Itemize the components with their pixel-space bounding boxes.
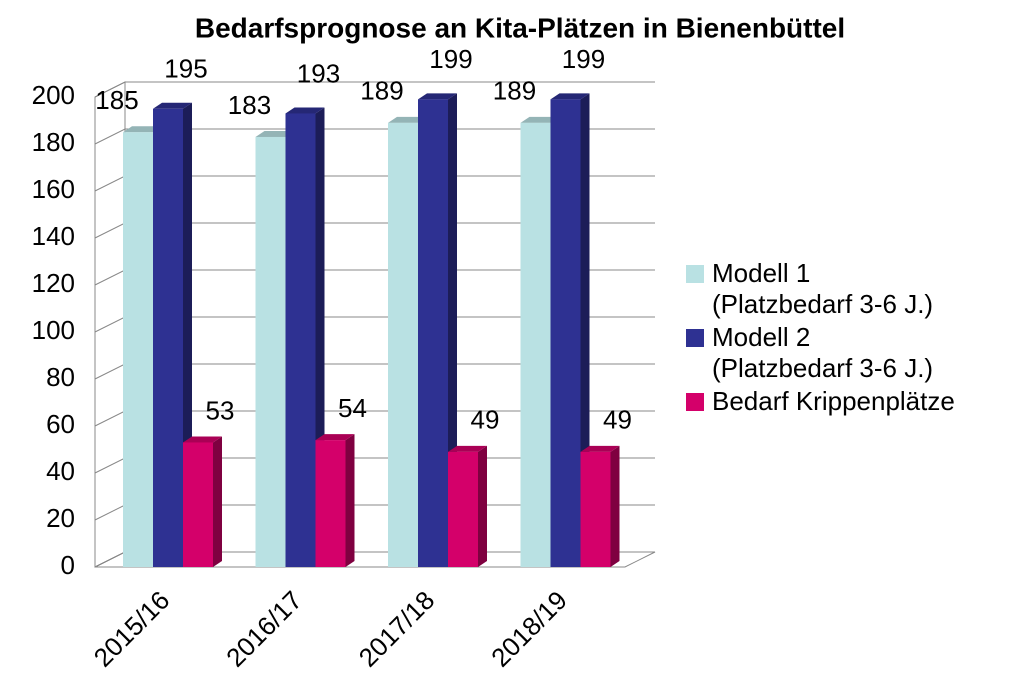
legend-label: Bedarf Krippenplätze xyxy=(712,386,955,416)
y-tick-label: 100 xyxy=(32,315,75,345)
bar-side xyxy=(610,445,620,567)
y-tick-label: 180 xyxy=(32,127,75,157)
y-tick-label: 0 xyxy=(61,550,75,580)
bar xyxy=(153,108,183,567)
y-tick-label: 40 xyxy=(46,456,75,486)
legend-swatch xyxy=(686,329,704,347)
value-label: 189 xyxy=(493,76,536,106)
bar-side xyxy=(213,436,222,567)
bar-top xyxy=(550,93,590,100)
bar xyxy=(123,132,153,567)
bar-top xyxy=(580,445,620,452)
bar-top xyxy=(285,107,325,114)
value-label: 185 xyxy=(95,85,138,115)
x-tick-label: 2017/18 xyxy=(353,585,441,673)
legend: Modell 1 (Platzbedarf 3-6 J.) Modell 2 (P… xyxy=(686,258,1026,419)
value-label: 199 xyxy=(562,44,605,74)
bar xyxy=(255,136,286,567)
legend-item: Modell 2 (Platzbedarf 3-6 J.) xyxy=(686,322,1026,384)
bar-top xyxy=(388,116,427,123)
value-label: 189 xyxy=(360,76,403,106)
value-label: 49 xyxy=(471,405,500,435)
bar-top xyxy=(448,445,487,452)
bar-top xyxy=(153,102,192,109)
bar xyxy=(285,113,316,567)
legend-label: Modell 2 (Platzbedarf 3-6 J.) xyxy=(712,322,934,383)
y-tick-label: 140 xyxy=(32,221,75,251)
bar xyxy=(183,442,213,567)
bar xyxy=(315,440,346,567)
value-label: 53 xyxy=(206,395,235,425)
grid-line xyxy=(94,81,655,98)
bar xyxy=(418,99,448,567)
value-label: 183 xyxy=(228,90,271,120)
bar-top xyxy=(520,116,560,123)
y-tick-label: 160 xyxy=(32,174,75,204)
x-tick-label: 2016/17 xyxy=(220,585,308,673)
bar-top xyxy=(123,126,162,133)
value-label: 49 xyxy=(603,405,632,435)
y-tick-label: 80 xyxy=(46,362,75,392)
y-tick-label: 60 xyxy=(46,409,75,439)
legend-swatch xyxy=(686,393,704,411)
value-label: 195 xyxy=(164,54,207,84)
bar-top xyxy=(315,434,355,441)
bar-top xyxy=(183,436,222,443)
bar xyxy=(520,122,551,567)
chart-title: Bedarfsprognose an Kita-Plätzen in Biene… xyxy=(195,12,845,43)
bar xyxy=(388,122,418,567)
value-label: 193 xyxy=(297,58,340,88)
value-label: 54 xyxy=(338,393,367,423)
legend-swatch xyxy=(686,265,704,283)
bar xyxy=(580,451,611,567)
legend-item: Bedarf Krippenplätze xyxy=(686,386,1026,417)
legend-label: Modell 1 (Platzbedarf 3-6 J.) xyxy=(712,258,934,319)
legend-item: Modell 1 (Platzbedarf 3-6 J.) xyxy=(686,258,1026,320)
bar-top xyxy=(255,130,295,137)
x-tick-label: 2015/16 xyxy=(88,585,176,673)
bar-top xyxy=(418,93,457,100)
bar-side xyxy=(478,445,487,567)
bar xyxy=(550,99,581,567)
y-tick-label: 200 xyxy=(32,80,75,110)
value-label: 199 xyxy=(429,44,472,74)
grid-line xyxy=(94,128,655,145)
y-tick-label: 120 xyxy=(32,268,75,298)
x-tick-label: 2018/19 xyxy=(485,585,573,673)
bar xyxy=(448,451,478,567)
bar-side xyxy=(345,434,355,567)
y-tick-label: 20 xyxy=(46,503,75,533)
